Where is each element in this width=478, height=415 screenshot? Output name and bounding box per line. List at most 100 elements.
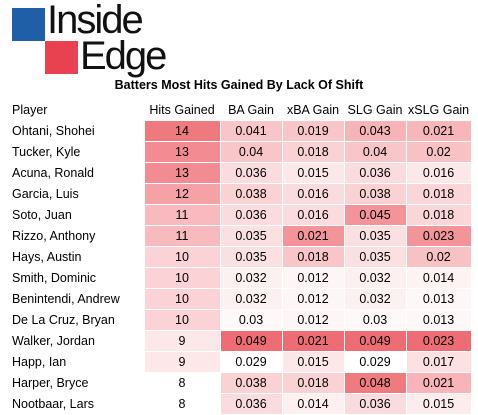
table-row: De La Cruz, Bryan 10 0.03 0.012 0.03 0.013 bbox=[8, 309, 472, 331]
table-row: Smith, Dominic 10 0.032 0.012 0.032 0.014 bbox=[8, 267, 472, 289]
xba-gain-cell: 0.012 bbox=[281, 288, 345, 310]
hits-gained-cell: 13 bbox=[143, 162, 221, 184]
xslg-gain-cell: 0.016 bbox=[405, 162, 472, 184]
player-cell: Walker, Jordan bbox=[8, 330, 144, 352]
hits-gained-cell: 9 bbox=[143, 330, 221, 352]
table-row: Nootbaar, Lars 8 0.036 0.014 0.036 0.015 bbox=[8, 393, 472, 415]
xba-gain-cell: 0.012 bbox=[281, 309, 345, 331]
xslg-gain-cell: 0.02 bbox=[405, 141, 472, 163]
xba-gain-cell: 0.018 bbox=[281, 372, 345, 394]
ba-gain-cell: 0.036 bbox=[219, 393, 283, 415]
logo-word-edge: Edge bbox=[80, 34, 167, 78]
xba-gain-cell: 0.019 bbox=[281, 120, 345, 142]
player-cell: De La Cruz, Bryan bbox=[8, 309, 144, 331]
table-row: Rizzo, Anthony 11 0.035 0.021 0.035 0.023 bbox=[8, 225, 472, 247]
column-header-xba-gain: xBA Gain bbox=[286, 103, 340, 117]
xslg-gain-cell: 0.023 bbox=[405, 330, 472, 352]
slg-gain-cell: 0.035 bbox=[343, 246, 407, 268]
table-row: Hays, Austin 10 0.035 0.018 0.035 0.02 bbox=[8, 246, 472, 268]
table-row: Soto, Juan 11 0.036 0.016 0.045 0.018 bbox=[8, 204, 472, 226]
xba-gain-cell: 0.015 bbox=[281, 162, 345, 184]
inside-edge-logo: Inside Edge bbox=[0, 0, 180, 80]
table-row: Ohtani, Shohei 14 0.041 0.019 0.043 0.021 bbox=[8, 120, 472, 142]
ba-gain-cell: 0.036 bbox=[219, 162, 283, 184]
xba-gain-cell: 0.015 bbox=[281, 351, 345, 373]
logo-blue-square bbox=[12, 8, 45, 41]
table-row: Walker, Jordan 9 0.049 0.021 0.049 0.023 bbox=[8, 330, 472, 352]
player-cell: Hays, Austin bbox=[8, 246, 144, 268]
slg-gain-cell: 0.049 bbox=[343, 330, 407, 352]
table-row: Benintendi, Andrew 10 0.032 0.012 0.032 0.013 bbox=[8, 288, 472, 310]
slg-gain-cell: 0.036 bbox=[343, 393, 407, 415]
hits-gained-cell: 10 bbox=[143, 267, 221, 289]
hits-gained-cell: 8 bbox=[143, 372, 221, 394]
ba-gain-cell: 0.049 bbox=[219, 330, 283, 352]
hits-gained-cell: 10 bbox=[143, 288, 221, 310]
hits-gained-cell: 8 bbox=[143, 393, 221, 415]
hits-gained-table: Player Hits Gained BA Gain xBA Gain SLG … bbox=[8, 100, 472, 415]
xslg-gain-cell: 0.015 bbox=[405, 393, 472, 415]
ba-gain-cell: 0.041 bbox=[219, 120, 283, 142]
hits-gained-cell: 14 bbox=[143, 120, 221, 142]
column-header-hits-gained: Hits Gained bbox=[149, 103, 215, 117]
xba-gain-cell: 0.021 bbox=[281, 225, 345, 247]
player-cell: Nootbaar, Lars bbox=[8, 393, 144, 415]
player-cell: Harper, Bryce bbox=[8, 372, 144, 394]
player-cell: Ohtani, Shohei bbox=[8, 120, 144, 142]
header-row: Player Hits Gained BA Gain xBA Gain SLG … bbox=[8, 100, 471, 121]
xba-gain-cell: 0.014 bbox=[281, 393, 345, 415]
column-header-ba-gain: BA Gain bbox=[228, 103, 274, 117]
logo-red-square bbox=[45, 41, 78, 74]
hits-gained-cell: 12 bbox=[143, 183, 221, 205]
ba-gain-cell: 0.035 bbox=[219, 225, 283, 247]
table-row: Happ, Ian 9 0.029 0.015 0.029 0.017 bbox=[8, 351, 472, 373]
player-cell: Garcia, Luis bbox=[8, 183, 144, 205]
xba-gain-cell: 0.012 bbox=[281, 267, 345, 289]
table-row: Acuna, Ronald 13 0.036 0.015 0.036 0.016 bbox=[8, 162, 472, 184]
ba-gain-cell: 0.035 bbox=[219, 246, 283, 268]
player-cell: Tucker, Kyle bbox=[8, 141, 144, 163]
slg-gain-cell: 0.032 bbox=[343, 267, 407, 289]
player-cell: Benintendi, Andrew bbox=[8, 288, 144, 310]
xslg-gain-cell: 0.014 bbox=[405, 267, 472, 289]
ba-gain-cell: 0.032 bbox=[219, 267, 283, 289]
xslg-gain-cell: 0.013 bbox=[405, 288, 472, 310]
column-header-slg-gain: SLG Gain bbox=[347, 103, 403, 117]
table-body: Ohtani, Shohei 14 0.041 0.019 0.043 0.021 Tuck… bbox=[8, 120, 472, 415]
xslg-gain-cell: 0.023 bbox=[405, 225, 472, 247]
logo-word-inside: Inside bbox=[47, 0, 144, 42]
hits-gained-cell: 10 bbox=[143, 246, 221, 268]
player-cell: Smith, Dominic bbox=[8, 267, 144, 289]
xslg-gain-cell: 0.02 bbox=[405, 246, 472, 268]
xba-gain-cell: 0.018 bbox=[281, 246, 345, 268]
player-cell: Acuna, Ronald bbox=[8, 162, 144, 184]
hits-gained-cell: 11 bbox=[143, 225, 221, 247]
ba-gain-cell: 0.036 bbox=[219, 204, 283, 226]
hits-gained-cell: 13 bbox=[143, 141, 221, 163]
table-row: Harper, Bryce 8 0.038 0.018 0.048 0.021 bbox=[8, 372, 472, 394]
xslg-gain-cell: 0.017 bbox=[405, 351, 472, 373]
slg-gain-cell: 0.032 bbox=[343, 288, 407, 310]
player-cell: Rizzo, Anthony bbox=[8, 225, 144, 247]
slg-gain-cell: 0.04 bbox=[343, 141, 407, 163]
slg-gain-cell: 0.029 bbox=[343, 351, 407, 373]
slg-gain-cell: 0.03 bbox=[343, 309, 407, 331]
xslg-gain-cell: 0.021 bbox=[405, 372, 472, 394]
ba-gain-cell: 0.032 bbox=[219, 288, 283, 310]
ba-gain-cell: 0.038 bbox=[219, 372, 283, 394]
xslg-gain-cell: 0.018 bbox=[405, 183, 472, 205]
hits-gained-cell: 10 bbox=[143, 309, 221, 331]
slg-gain-cell: 0.035 bbox=[343, 225, 407, 247]
xslg-gain-cell: 0.018 bbox=[405, 204, 472, 226]
ba-gain-cell: 0.038 bbox=[219, 183, 283, 205]
ba-gain-cell: 0.03 bbox=[219, 309, 283, 331]
slg-gain-cell: 0.038 bbox=[343, 183, 407, 205]
ba-gain-cell: 0.029 bbox=[219, 351, 283, 373]
column-header-player: Player bbox=[12, 103, 48, 118]
xba-gain-cell: 0.018 bbox=[281, 141, 345, 163]
hits-gained-cell: 9 bbox=[143, 351, 221, 373]
xba-gain-cell: 0.016 bbox=[281, 183, 345, 205]
xba-gain-cell: 0.016 bbox=[281, 204, 345, 226]
ba-gain-cell: 0.04 bbox=[219, 141, 283, 163]
slg-gain-cell: 0.043 bbox=[343, 120, 407, 142]
